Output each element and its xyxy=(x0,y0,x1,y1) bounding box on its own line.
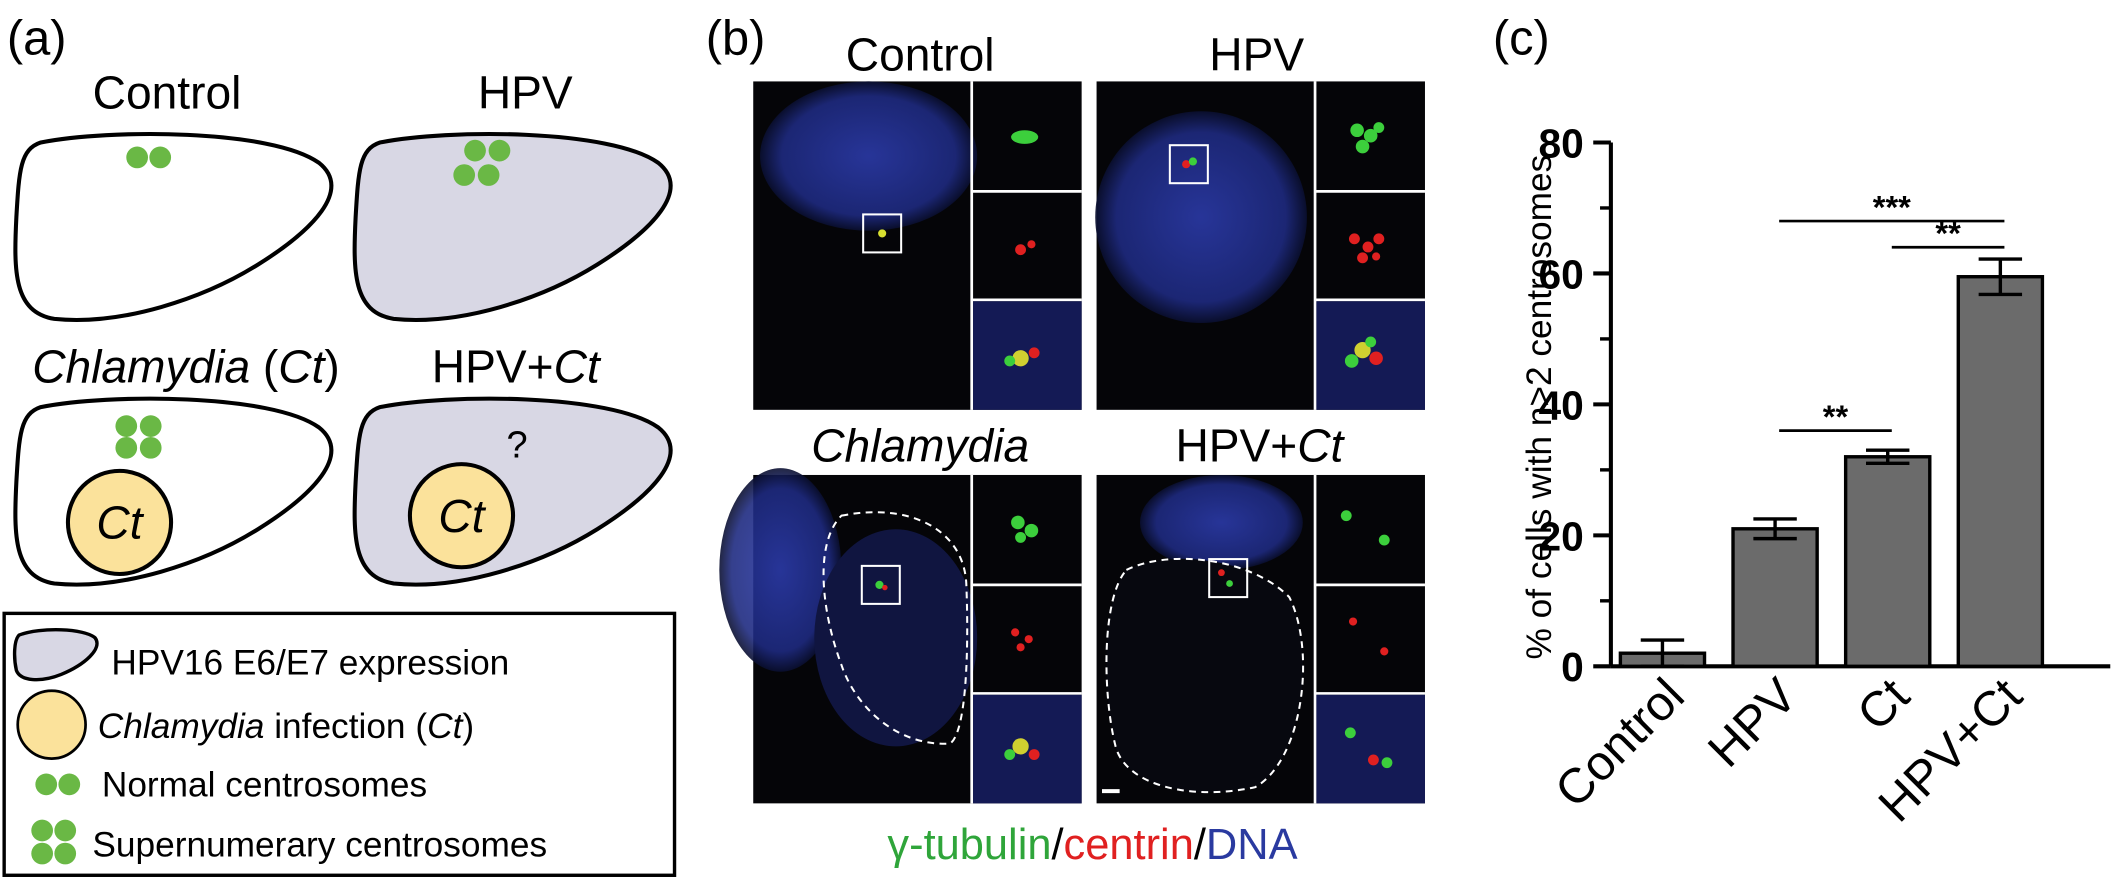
y-tick-label: 20 xyxy=(1538,513,1583,559)
error-bar xyxy=(1866,448,1910,466)
significance-label: ** xyxy=(1935,216,1961,252)
legend-part: Ct xyxy=(427,707,464,746)
cell xyxy=(352,131,673,322)
centrosomes xyxy=(115,139,511,459)
stain-part: γ-tubulin xyxy=(887,821,1051,869)
cell xyxy=(13,131,334,322)
inclusion xyxy=(407,462,516,570)
image-title: HPV+Ct xyxy=(1175,419,1345,471)
title-part: Ct xyxy=(278,341,326,393)
image-title: Chlamydia xyxy=(811,419,1029,471)
legend-text: HPV16 E6/E7 expression xyxy=(111,643,509,682)
panel-label: (a) xyxy=(7,11,67,65)
legend-part: Chlamydia xyxy=(98,707,265,746)
title-part: Ct xyxy=(1297,419,1345,471)
legend-icon xyxy=(16,689,87,760)
title-part: HPV+ xyxy=(1175,419,1297,471)
bar xyxy=(1731,527,1819,668)
y-tick-label: 40 xyxy=(1538,382,1583,428)
inclusion xyxy=(65,468,174,577)
panel-label: (c) xyxy=(1493,11,1550,65)
question-mark: ? xyxy=(507,424,528,466)
legend-part: ) xyxy=(462,707,474,746)
error-bar xyxy=(1753,517,1797,541)
image-title: Control xyxy=(846,29,995,81)
micrograph xyxy=(719,468,1082,804)
error-bar xyxy=(1640,638,1685,668)
legend-box xyxy=(2,611,677,877)
legend-text: Normal centrosomes xyxy=(102,766,427,805)
significance-label: ** xyxy=(1823,399,1849,435)
title-part: HPV+ xyxy=(432,341,554,393)
y-tick-label: 0 xyxy=(1561,644,1584,690)
cell-title: Chlamydia (Ct) xyxy=(32,341,340,393)
micrograph xyxy=(753,81,1082,410)
title-part: Ct xyxy=(554,341,602,393)
title-part: ( xyxy=(250,341,279,393)
cell-title: Control xyxy=(93,67,242,119)
panel-b: (b) Control HPV Chlamydia HPV+Ct xyxy=(706,11,1425,869)
error-bar xyxy=(1978,257,2023,297)
stain-part: centrin xyxy=(1064,821,1194,869)
legend-icon xyxy=(12,628,99,682)
micrograph xyxy=(1095,81,1425,410)
bar xyxy=(1843,455,1932,668)
cell xyxy=(13,396,334,587)
title-part: ) xyxy=(324,341,339,393)
x-tick-label: Ct xyxy=(1847,668,1920,741)
cell-title: HPV xyxy=(478,67,573,119)
significance-label: *** xyxy=(1873,189,1911,225)
legend-part: infection ( xyxy=(264,707,427,746)
inclusion-label: Ct xyxy=(96,497,144,549)
title-part: Chlamydia xyxy=(32,341,250,393)
legend-text: Chlamydia infection (Ct) xyxy=(98,707,474,746)
stain-caption: γ-tubulin/centrin/DNA xyxy=(887,821,1297,869)
legend-text: Supernumerary centrosomes xyxy=(92,825,547,864)
micrograph xyxy=(1096,474,1425,804)
stain-part: DNA xyxy=(1206,821,1298,869)
legend-icon xyxy=(31,773,81,865)
bar xyxy=(1956,275,2045,668)
y-tick-label: 80 xyxy=(1538,120,1583,166)
panel-c: (c) % of cells with n>2 centrosomes 0 20 4… xyxy=(1493,11,2111,832)
y-tick-label: 60 xyxy=(1538,251,1583,297)
panel-a: (a) Control HPV Chlamydia (Ct) HPV+Ct Ct… xyxy=(2,11,677,877)
x-tick-label: HPV xyxy=(1698,668,1807,777)
y-axis-label: % of cells with n>2 centrosomes xyxy=(1520,155,1559,660)
panel-label: (b) xyxy=(706,11,766,65)
stain-part: / xyxy=(1051,821,1064,869)
image-title: HPV xyxy=(1209,29,1304,81)
stain-part: / xyxy=(1194,821,1207,869)
inclusion-label: Ct xyxy=(438,490,486,542)
cell-title: HPV+Ct xyxy=(432,341,602,393)
x-tick-label: Control xyxy=(1545,668,1695,818)
